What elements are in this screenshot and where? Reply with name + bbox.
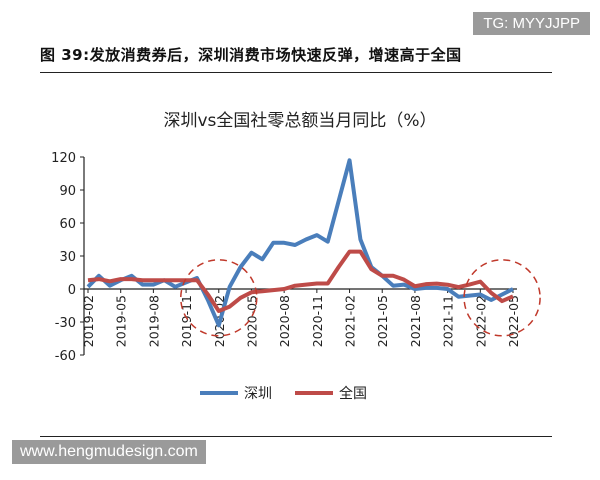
x-tick-label: 2020-05 [244,295,259,347]
figure-title: 图 39:发放消费券后，深圳消费市场快速反弹，增速高于全国 [40,46,462,64]
bottom-rule [40,436,552,437]
y-tick-label: 90 [59,184,76,199]
watermark-bottom: www.hengmudesign.com [12,440,206,464]
x-tick-label: 2020-08 [277,295,292,347]
x-tick-label: 2019-05 [114,295,129,347]
y-tick-label: 0 [68,283,76,298]
y-tick-label: -60 [55,349,76,364]
y-tick-label: -30 [55,316,76,331]
x-tick-label: 2022-05 [506,295,521,347]
x-tick-label: 2021-02 [343,295,358,347]
series-line-shenzhen [86,158,514,328]
highlight-circle [463,259,541,337]
legend-label: 深圳 [244,386,272,402]
x-tick-label: 2022-02 [473,295,488,347]
x-tick-label: 2019-08 [146,295,161,347]
series-line-national [87,249,514,313]
x-tick-label: 2021-11 [441,295,456,347]
y-tick-label: 30 [59,250,76,265]
x-tick-label: 2020-11 [310,295,325,347]
y-tick-label: 120 [51,151,76,166]
chart-title: 深圳vs全国社零总额当月同比（%） [163,111,437,131]
x-tick-label: 2021-08 [408,295,423,347]
x-tick-label: 2019-02 [81,295,96,347]
legend-label: 全国 [339,385,367,402]
top-rule [40,72,552,73]
watermark-top: TG: MYYJJPP [473,12,590,35]
x-tick-label: 2021-05 [375,295,390,347]
highlight-circle [180,259,258,337]
y-tick-label: 60 [59,217,76,232]
